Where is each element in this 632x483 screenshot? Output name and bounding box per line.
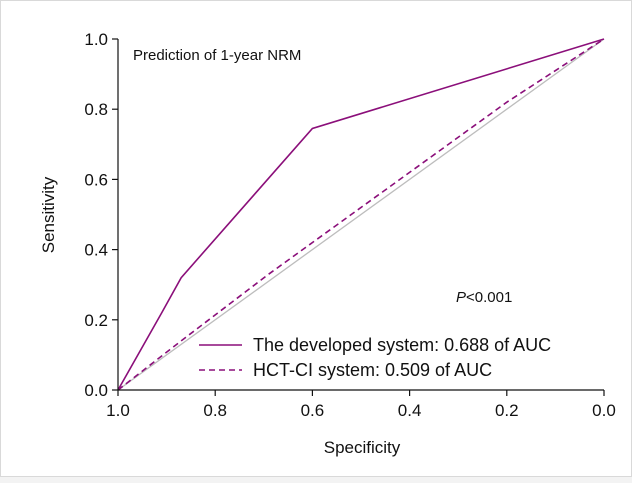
x-axis-title: Specificity bbox=[324, 438, 401, 457]
y-tick-label: 0.8 bbox=[84, 100, 108, 119]
legend-label-2: HCT-CI system: 0.509 of AUC bbox=[253, 360, 492, 380]
y-tick-label: 1.0 bbox=[84, 30, 108, 49]
annotation-text: Prediction of 1-year NRM bbox=[133, 47, 301, 64]
p-value-prefix: P bbox=[456, 289, 466, 306]
y-tick-label: 0.0 bbox=[84, 381, 108, 400]
series-line-1 bbox=[117, 38, 605, 391]
x-tick-label: 1.0 bbox=[106, 401, 130, 420]
p-value-value: <0.001 bbox=[466, 289, 512, 306]
reference-diagonal-line bbox=[117, 38, 605, 391]
y-axis-title: Sensitivity bbox=[39, 176, 58, 253]
y-tick-label: 0.4 bbox=[84, 241, 108, 260]
x-tick-label: 0.8 bbox=[203, 401, 227, 420]
series-line-2 bbox=[117, 38, 605, 391]
x-tick-label: 0.2 bbox=[495, 401, 519, 420]
legend-label-1: The developed system: 0.688 of AUC bbox=[253, 335, 551, 355]
p-value-text: P<0.001 bbox=[456, 289, 512, 306]
y-tick-label: 0.6 bbox=[84, 170, 108, 189]
y-tick-label: 0.2 bbox=[84, 311, 108, 330]
x-tick-label: 0.4 bbox=[398, 401, 422, 420]
x-tick-label: 0.6 bbox=[301, 401, 325, 420]
x-tick-label: 0.0 bbox=[592, 401, 616, 420]
